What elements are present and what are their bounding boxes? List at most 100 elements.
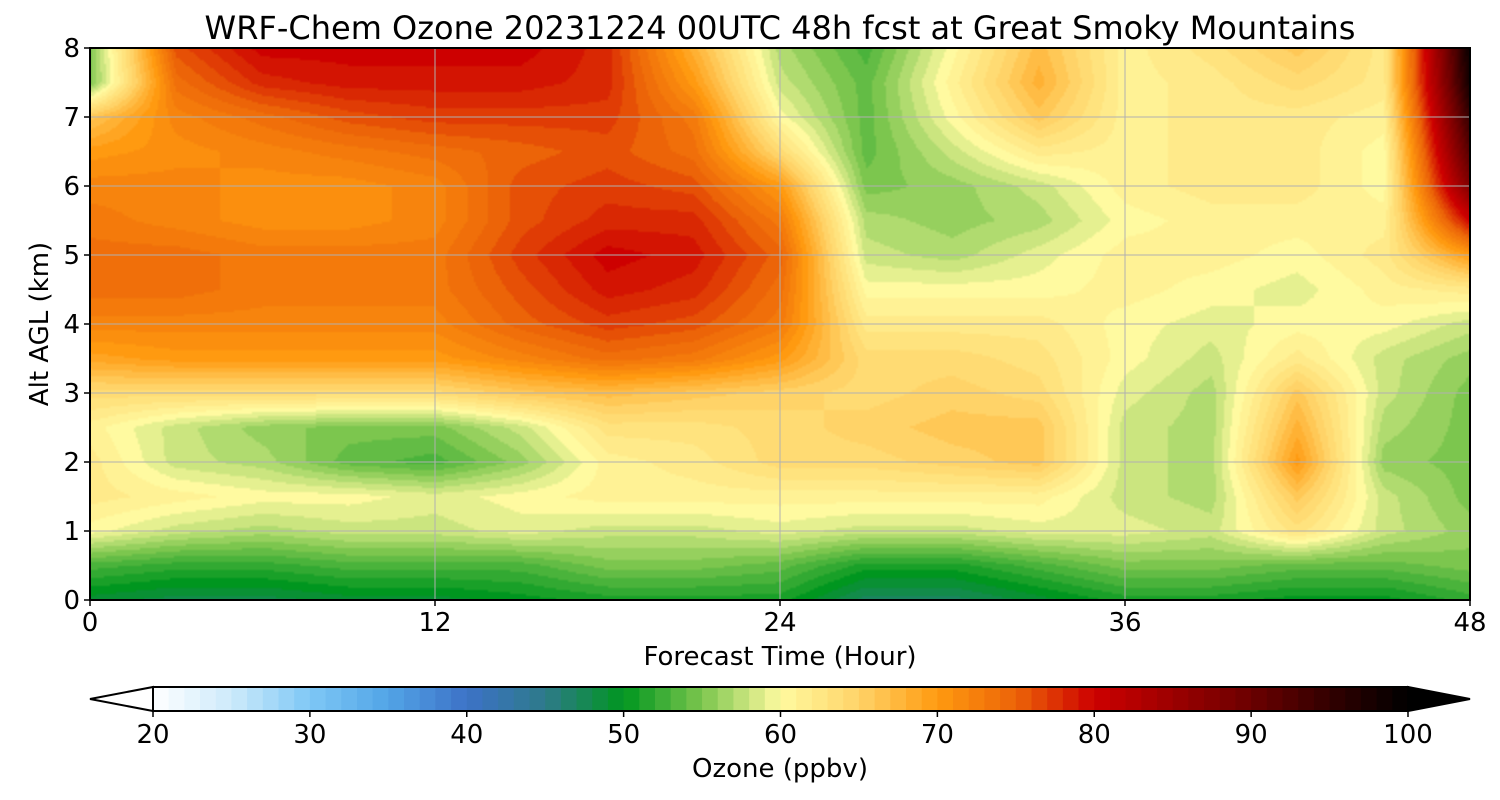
colorbar-cell: [1298, 687, 1315, 711]
y-tick-label: 6: [63, 172, 80, 202]
colorbar-cell: [639, 687, 656, 711]
colorbar-cell: [953, 687, 970, 711]
y-axis-ticks: 0 1 2 3 4 5 6 7 8: [63, 34, 90, 616]
x-tick-label: 48: [1453, 608, 1486, 638]
colorbar-cell: [592, 687, 609, 711]
colorbar-cell: [1219, 687, 1237, 711]
colorbar-cell: [482, 687, 499, 711]
y-axis-label: Alt AGL (km): [25, 242, 55, 406]
colorbar-cell: [1141, 687, 1158, 711]
colorbar-cell: [466, 687, 484, 711]
colorbar-cell: [529, 687, 546, 711]
colorbar-cell: [796, 687, 813, 711]
colorbar-ticks: 20 30 40 50 60 70 80 90 100: [136, 711, 1433, 750]
colorbar-tick-label: 30: [293, 720, 326, 750]
colorbar-cell: [827, 687, 844, 711]
x-tick-label: 0: [82, 608, 99, 638]
colorbar-cell: [278, 687, 295, 711]
colorbar-cell: [1313, 687, 1331, 711]
colorbar-cell: [749, 687, 766, 711]
x-axis-ticks: 0 12 24 36 48: [82, 600, 1487, 638]
colorbar-cell: [215, 687, 233, 711]
colorbar-cell: [294, 687, 311, 711]
colorbar-cell: [404, 687, 421, 711]
colorbar-cell: [1109, 687, 1127, 711]
colorbar-cell: [984, 687, 1001, 711]
colorbar-cell: [686, 687, 703, 711]
colorbar-cell: [184, 687, 201, 711]
colorbar-cell: [811, 687, 829, 711]
colorbar-tick-label: 60: [764, 720, 797, 750]
colorbar-cell: [262, 687, 280, 711]
colorbar-tick-label: 90: [1235, 720, 1268, 750]
colorbar-cell: [1188, 687, 1205, 711]
colorbar-cell: [388, 687, 405, 711]
y-tick-label: 0: [63, 586, 80, 616]
colorbar-cell: [968, 687, 986, 711]
colorbar-extend-low: [89, 685, 154, 713]
colorbar-cell: [1125, 687, 1142, 711]
colorbar-cell: [1204, 687, 1221, 711]
y-tick-label: 1: [63, 517, 80, 547]
colorbar-cell: [1329, 687, 1346, 711]
colorbar-cell: [1235, 687, 1252, 711]
colorbar-cell: [906, 687, 923, 711]
colorbar-cell: [200, 687, 217, 711]
colorbar-cell: [247, 687, 264, 711]
colorbar-cell: [451, 687, 468, 711]
colorbar-cell: [1031, 687, 1048, 711]
x-tick-label: 24: [763, 608, 796, 638]
colorbar-cell: [153, 687, 170, 711]
colorbar-cell: [764, 687, 782, 711]
colorbar-cell: [1266, 687, 1284, 711]
colorbar-cell: [1015, 687, 1033, 711]
colorbar-cell: [498, 687, 515, 711]
x-tick-label: 12: [418, 608, 451, 638]
y-tick-label: 2: [63, 448, 80, 478]
colorbar-cell: [1392, 687, 1409, 711]
y-tick-label: 8: [63, 34, 80, 64]
y-tick-label: 7: [63, 103, 80, 133]
colorbar-cell: [435, 687, 452, 711]
colorbar-cell: [1172, 687, 1189, 711]
x-axis-label: Forecast Time (Hour): [643, 642, 916, 672]
colorbar: 20 30 40 50 60 70 80 90 100 Ozone (ppbv): [89, 685, 1471, 784]
y-tick-label: 3: [63, 379, 80, 409]
colorbar-cell: [168, 687, 185, 711]
colorbar-cell: [890, 687, 907, 711]
colorbar-tick-label: 100: [1383, 720, 1433, 750]
colorbar-cell: [1062, 687, 1080, 711]
colorbar-cell: [1000, 687, 1017, 711]
colorbar-cell: [717, 687, 735, 711]
colorbar-cell: [607, 687, 625, 711]
colorbar-cell: [858, 687, 876, 711]
colorbar-cell: [1360, 687, 1378, 711]
colorbar-cell: [702, 687, 719, 711]
colorbar-cell: [576, 687, 593, 711]
colorbar-cell: [545, 687, 562, 711]
colorbar-cells: [153, 687, 1409, 711]
colorbar-tick-label: 50: [607, 720, 640, 750]
colorbar-cell: [372, 687, 389, 711]
colorbar-tick-label: 70: [921, 720, 954, 750]
colorbar-tick-label: 40: [450, 720, 483, 750]
colorbar-cell: [1251, 687, 1268, 711]
x-tick-label: 36: [1108, 608, 1141, 638]
colorbar-cell: [325, 687, 342, 711]
colorbar-cell: [309, 687, 327, 711]
colorbar-cell: [1282, 687, 1299, 711]
colorbar-label: Ozone (ppbv): [692, 754, 868, 784]
colorbar-tick-label: 20: [136, 720, 169, 750]
colorbar-cell: [937, 687, 954, 711]
colorbar-cell: [1345, 687, 1362, 711]
colorbar-cell: [843, 687, 860, 711]
colorbar-cell: [231, 687, 248, 711]
colorbar-cell: [874, 687, 891, 711]
colorbar-cell: [356, 687, 374, 711]
colorbar-cell: [560, 687, 578, 711]
y-tick-label: 4: [63, 310, 80, 340]
colorbar-cell: [419, 687, 436, 711]
colorbar-cell: [670, 687, 687, 711]
colorbar-cell: [655, 687, 672, 711]
